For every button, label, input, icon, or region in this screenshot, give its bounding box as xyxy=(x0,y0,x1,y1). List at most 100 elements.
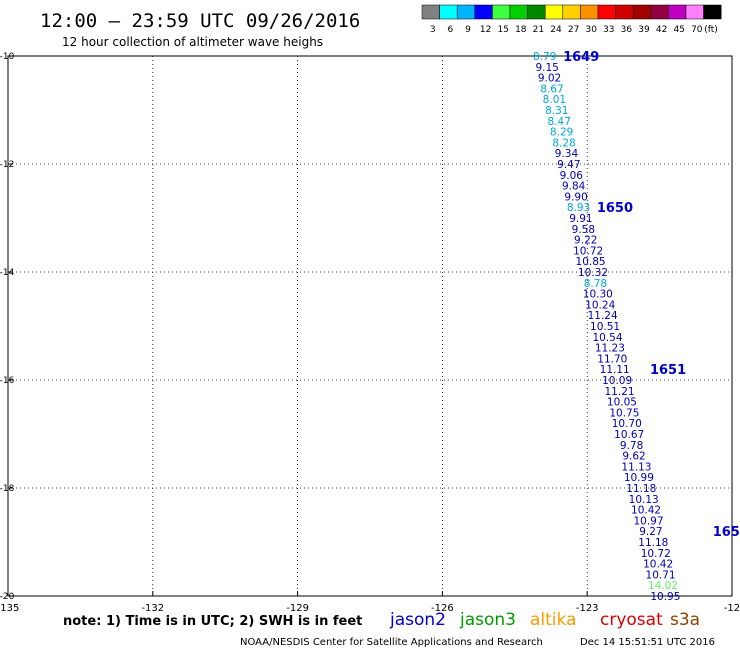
wave-height-value: 9.34 xyxy=(555,148,579,160)
legend-swatch xyxy=(668,4,687,20)
legend-label: 3 xyxy=(430,25,436,35)
wave-height-value: 8.01 xyxy=(543,94,566,106)
satellite-name: cryosat xyxy=(600,610,663,630)
y-tick-label: -18 xyxy=(0,484,15,494)
x-tick-label: -135 xyxy=(0,603,19,614)
legend-label: 30 xyxy=(585,25,597,35)
wave-height-value: 10.13 xyxy=(629,494,659,506)
wave-height-value: 10.67 xyxy=(614,429,644,441)
wave-height-value: 8.28 xyxy=(552,137,575,149)
color-legend: 3 6 9 12 15 18 21 24 27 30 33 36 39 42 45 70 xyxy=(421,4,722,35)
wave-height-value: 11.18 xyxy=(626,483,656,495)
y-tick-label: -20 xyxy=(0,592,15,602)
time-labels: 1649 1650 1651 1652 xyxy=(563,50,740,540)
legend-label: 36 xyxy=(621,25,633,35)
wave-height-value: 10.42 xyxy=(631,505,661,517)
x-tick-label: -123 xyxy=(576,603,599,614)
legend-swatch xyxy=(456,4,476,20)
wave-height-value: 10.09 xyxy=(602,375,632,387)
wave-height-value: 10.71 xyxy=(646,569,676,581)
legend-label: 27 xyxy=(568,25,579,35)
wave-height-value: 10.97 xyxy=(633,515,663,527)
legend-swatch xyxy=(492,4,511,20)
wave-height-value: 10.95 xyxy=(650,591,680,603)
wave-height-value: 11.11 xyxy=(600,364,630,376)
wave-height-value: 11.13 xyxy=(621,461,651,473)
wave-height-value: 9.91 xyxy=(569,213,592,225)
legend-swatch xyxy=(615,4,634,20)
wave-height-value: 8.31 xyxy=(545,105,568,117)
legend-swatch xyxy=(632,4,652,20)
legend-swatch xyxy=(650,4,669,20)
wave-height-value: 10.70 xyxy=(612,418,642,430)
legend-label: 12 xyxy=(480,25,491,35)
data-points: 8.799.159.028.678.018.318.478.298.289.34… xyxy=(533,51,680,603)
legend-swatch xyxy=(597,4,616,20)
wave-height-value: 10.42 xyxy=(643,559,673,571)
legend-swatch xyxy=(527,4,546,20)
legend-label: 21 xyxy=(533,25,544,35)
wave-height-value: 14.02 xyxy=(648,580,678,592)
footer-timestamp: Dec 14 15:51:51 UTC 2016 xyxy=(580,637,715,648)
wave-height-value: 10.24 xyxy=(585,299,615,311)
legend-label: 42 xyxy=(656,25,667,35)
chart-subtitle: 12 hour collection of altimeter wave hei… xyxy=(62,35,323,49)
legend-swatch xyxy=(544,4,564,20)
legend-swatch xyxy=(509,4,528,20)
plot-frame xyxy=(7,55,733,597)
wave-height-value: 9.58 xyxy=(572,224,595,236)
legend-swatch xyxy=(562,4,581,20)
wave-height-value: 8.79 xyxy=(533,51,556,63)
wave-height-value: 9.15 xyxy=(535,62,558,74)
legend-label: 39 xyxy=(638,25,650,35)
y-tick-label: -16 xyxy=(0,376,15,386)
wave-height-value: 9.47 xyxy=(557,159,580,171)
footer-credit: NOAA/NESDIS Center for Satellite Applica… xyxy=(240,637,543,648)
wave-height-value: 9.27 xyxy=(639,526,662,538)
x-tick-label: -126 xyxy=(431,603,454,614)
wave-height-value: 10.54 xyxy=(592,332,622,344)
time-label: 1652 xyxy=(713,525,740,540)
wave-height-value: 10.85 xyxy=(576,256,606,268)
legend-swatch xyxy=(703,4,722,20)
legend-label: 24 xyxy=(550,25,562,35)
legend-label: 70 xyxy=(691,25,703,35)
wave-height-value: 11.70 xyxy=(597,353,627,365)
wave-height-value: 11.23 xyxy=(595,343,625,355)
wave-height-value: 8.67 xyxy=(540,83,563,95)
wave-height-value: 9.62 xyxy=(622,451,645,463)
satellite-name: jason3 xyxy=(459,610,516,630)
legend-label: 15 xyxy=(497,25,508,35)
wave-height-value: 10.30 xyxy=(583,289,613,301)
y-tick-label: -10 xyxy=(0,52,15,62)
wave-height-value: 9.06 xyxy=(560,170,584,182)
wave-height-value: 10.99 xyxy=(624,472,654,484)
legend-label: 33 xyxy=(603,25,614,35)
wave-height-value: 10.72 xyxy=(573,245,603,257)
wave-height-value: 11.21 xyxy=(605,386,635,398)
footer-note: note: 1) Time is in UTC; 2) SWH is in fe… xyxy=(63,614,362,629)
wave-height-value: 10.51 xyxy=(590,321,620,333)
legend-label: 6 xyxy=(448,25,454,35)
legend-swatch xyxy=(439,4,458,20)
satellite-name: altika xyxy=(530,610,577,630)
wave-height-value: 9.22 xyxy=(574,235,597,247)
legend-swatch xyxy=(580,4,599,20)
wave-height-value: 11.24 xyxy=(588,310,618,322)
legend-swatch xyxy=(474,4,493,20)
wave-height-value: 10.05 xyxy=(607,397,637,409)
wave-height-value: 8.47 xyxy=(548,116,571,128)
legend-label: 45 xyxy=(673,25,684,35)
wave-height-value: 8.93 xyxy=(567,202,590,214)
time-label: 1650 xyxy=(597,201,633,216)
x-tick-label: -132 xyxy=(141,603,164,614)
time-label: 1651 xyxy=(650,363,686,378)
time-label: 1649 xyxy=(563,50,599,65)
wave-height-value: 11.18 xyxy=(638,537,668,549)
satellite-name: s3a xyxy=(670,610,700,630)
wave-height-value: 10.32 xyxy=(578,267,608,279)
y-tick-label: -12 xyxy=(0,160,14,170)
x-tick-label: -129 xyxy=(286,603,309,614)
legend-unit: (ft) xyxy=(704,25,718,35)
